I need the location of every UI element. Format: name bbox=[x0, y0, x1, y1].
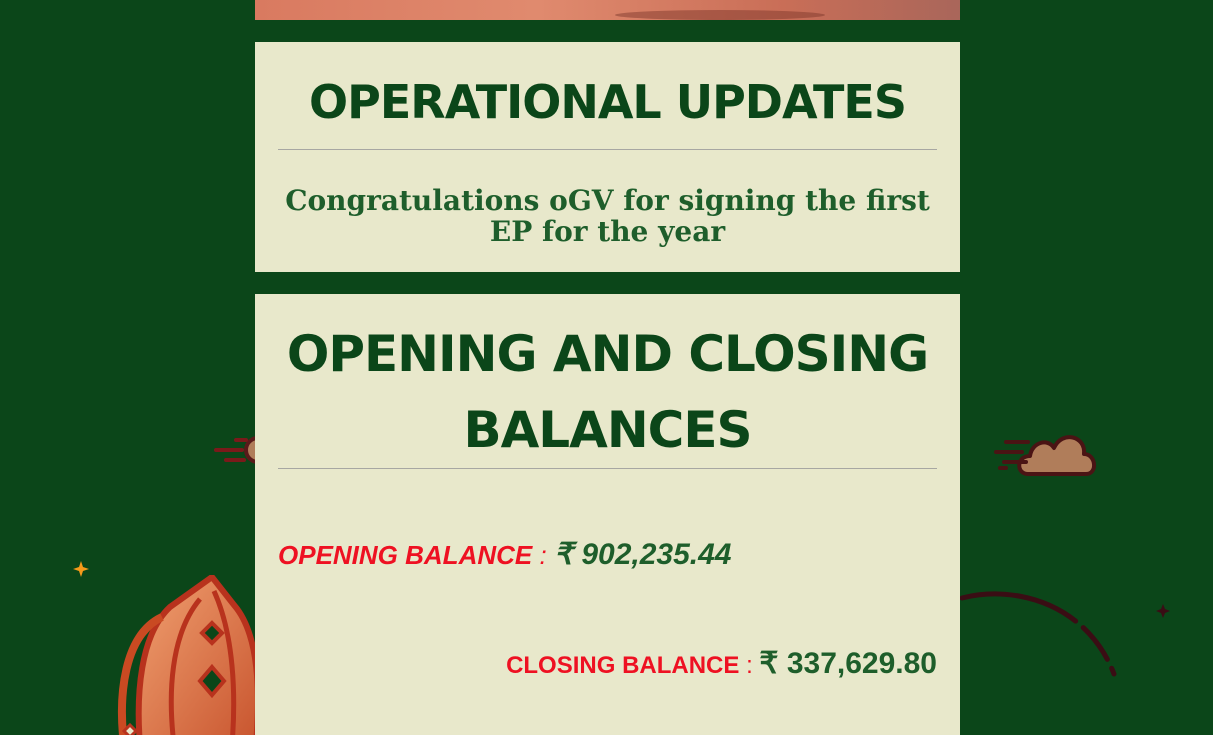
opening-balance-separator: : bbox=[532, 540, 554, 570]
closing-balance-value: ₹ 337,629.80 bbox=[759, 647, 937, 680]
cloud-right-icon bbox=[994, 435, 1096, 476]
opening-balance-value: ₹ 902,235.44 bbox=[553, 538, 732, 571]
lantern-icon bbox=[118, 575, 260, 735]
arc-decoration-icon bbox=[959, 591, 1117, 677]
operational-updates-card: OPERATIONAL UPDATES Congratulations oGV … bbox=[255, 42, 960, 272]
balances-card: OPENING AND CLOSING BALANCES OPENING BAL… bbox=[255, 294, 960, 735]
header-image bbox=[255, 0, 960, 20]
opening-balance-label: OPENING BALANCE bbox=[278, 540, 533, 570]
balances-title: OPENING AND CLOSING BALANCES bbox=[286, 325, 929, 459]
closing-balance-separator: : bbox=[739, 652, 760, 679]
divider bbox=[278, 468, 937, 469]
closing-balance-label: CLOSING BALANCE bbox=[506, 652, 740, 679]
image-shadow bbox=[615, 10, 825, 20]
closing-balance-row: CLOSING BALANCE : ₹ 337,629.80 bbox=[506, 646, 937, 681]
opening-balance-row: OPENING BALANCE : ₹ 902,235.44 bbox=[278, 537, 732, 572]
divider bbox=[278, 149, 937, 150]
sparkle-dark-icon bbox=[1156, 604, 1170, 618]
operational-updates-title: OPERATIONAL UPDATES bbox=[309, 75, 907, 129]
update-message: Congratulations oGV for signing the firs… bbox=[285, 184, 930, 248]
sparkle-orange-icon bbox=[73, 561, 89, 577]
